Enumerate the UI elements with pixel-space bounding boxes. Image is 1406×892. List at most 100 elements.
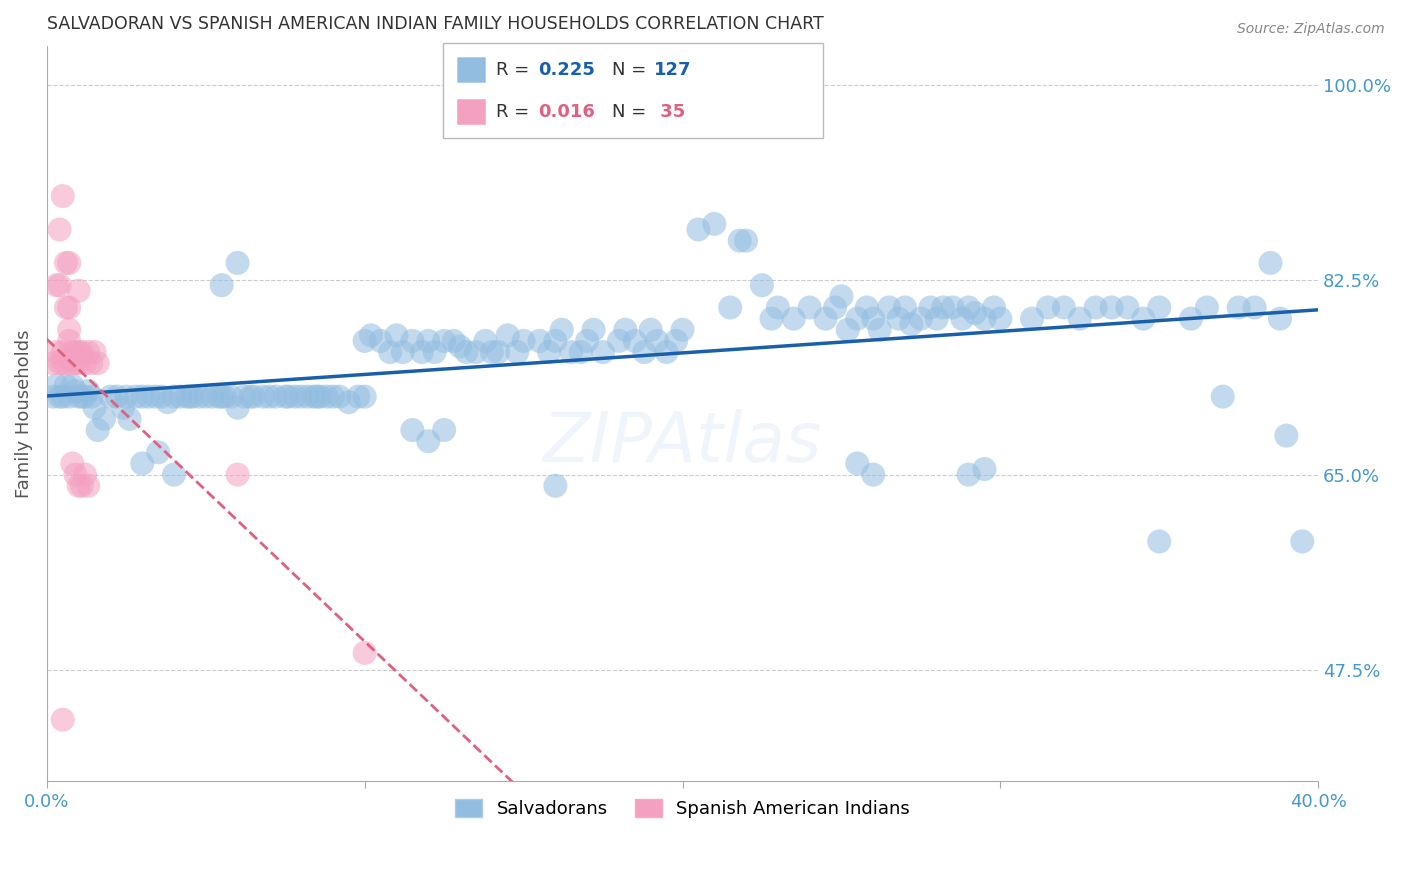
Point: [73, 467, 96, 482]
Point: [179, 390, 201, 404]
Point: [48, 356, 70, 370]
Point: [433, 423, 456, 437]
Point: [156, 395, 179, 409]
Point: [846, 311, 869, 326]
Point: [67, 284, 90, 298]
Point: [846, 457, 869, 471]
Point: [322, 390, 344, 404]
Point: [401, 423, 423, 437]
Point: [87, 423, 110, 437]
Point: [277, 390, 299, 404]
Point: [45, 278, 67, 293]
Point: [328, 390, 350, 404]
Point: [761, 311, 783, 326]
Point: [1021, 311, 1043, 326]
Point: [77, 384, 100, 398]
Point: [55, 378, 77, 392]
Point: [146, 445, 169, 459]
Point: [529, 334, 551, 348]
Point: [814, 311, 837, 326]
Point: [957, 301, 980, 315]
Point: [449, 339, 471, 353]
Point: [284, 390, 307, 404]
Point: [766, 301, 789, 315]
Point: [614, 323, 637, 337]
Point: [207, 390, 229, 404]
Point: [856, 301, 879, 315]
Point: [862, 311, 884, 326]
Text: N =: N =: [612, 61, 651, 78]
Point: [70, 345, 93, 359]
Point: [869, 323, 891, 337]
Point: [353, 390, 375, 404]
Point: [633, 345, 655, 359]
Point: [862, 467, 884, 482]
Point: [58, 323, 80, 337]
Point: [900, 317, 922, 331]
Point: [73, 390, 96, 404]
Point: [655, 345, 678, 359]
Point: [143, 390, 166, 404]
Point: [1275, 428, 1298, 442]
Point: [920, 301, 942, 315]
Point: [219, 390, 242, 404]
Point: [42, 390, 65, 404]
Point: [1260, 256, 1282, 270]
Point: [551, 323, 574, 337]
Point: [259, 390, 281, 404]
Point: [52, 390, 75, 404]
Point: [607, 334, 630, 348]
Point: [226, 401, 249, 415]
Point: [506, 345, 529, 359]
Point: [665, 334, 688, 348]
Point: [163, 390, 186, 404]
Point: [544, 334, 567, 348]
Y-axis label: Family Households: Family Households: [15, 329, 32, 498]
Point: [70, 390, 93, 404]
Text: SALVADORAN VS SPANISH AMERICAN INDIAN FAMILY HOUSEHOLDS CORRELATION CHART: SALVADORAN VS SPANISH AMERICAN INDIAN FA…: [46, 15, 824, 33]
Point: [1147, 534, 1170, 549]
Point: [163, 467, 186, 482]
Point: [830, 289, 852, 303]
Point: [67, 345, 90, 359]
Point: [45, 345, 67, 359]
Point: [1132, 311, 1154, 326]
Point: [252, 390, 274, 404]
Point: [1053, 301, 1076, 315]
Point: [181, 390, 204, 404]
Point: [67, 390, 90, 404]
Point: [83, 345, 105, 359]
Point: [353, 646, 375, 660]
Point: [671, 323, 693, 337]
Point: [353, 334, 375, 348]
Point: [226, 467, 249, 482]
Point: [1147, 301, 1170, 315]
Point: [67, 356, 90, 370]
Point: [77, 345, 100, 359]
Point: [211, 278, 233, 293]
Point: [100, 390, 122, 404]
Point: [60, 457, 83, 471]
Point: [73, 356, 96, 370]
Point: [1036, 301, 1059, 315]
Point: [55, 356, 77, 370]
Point: [305, 390, 328, 404]
Point: [226, 256, 249, 270]
Point: [58, 334, 80, 348]
Point: [83, 401, 105, 415]
Point: [799, 301, 821, 315]
Point: [988, 311, 1011, 326]
Point: [77, 479, 100, 493]
Point: [910, 311, 932, 326]
Point: [576, 334, 599, 348]
Point: [297, 390, 319, 404]
Text: R =: R =: [496, 61, 536, 78]
Text: 0.016: 0.016: [538, 103, 595, 120]
Point: [131, 457, 153, 471]
Point: [751, 278, 773, 293]
Text: N =: N =: [612, 103, 651, 120]
Point: [1195, 301, 1218, 315]
Point: [232, 390, 254, 404]
Legend: Salvadorans, Spanish American Indians: Salvadorans, Spanish American Indians: [446, 789, 920, 827]
Point: [112, 401, 135, 415]
